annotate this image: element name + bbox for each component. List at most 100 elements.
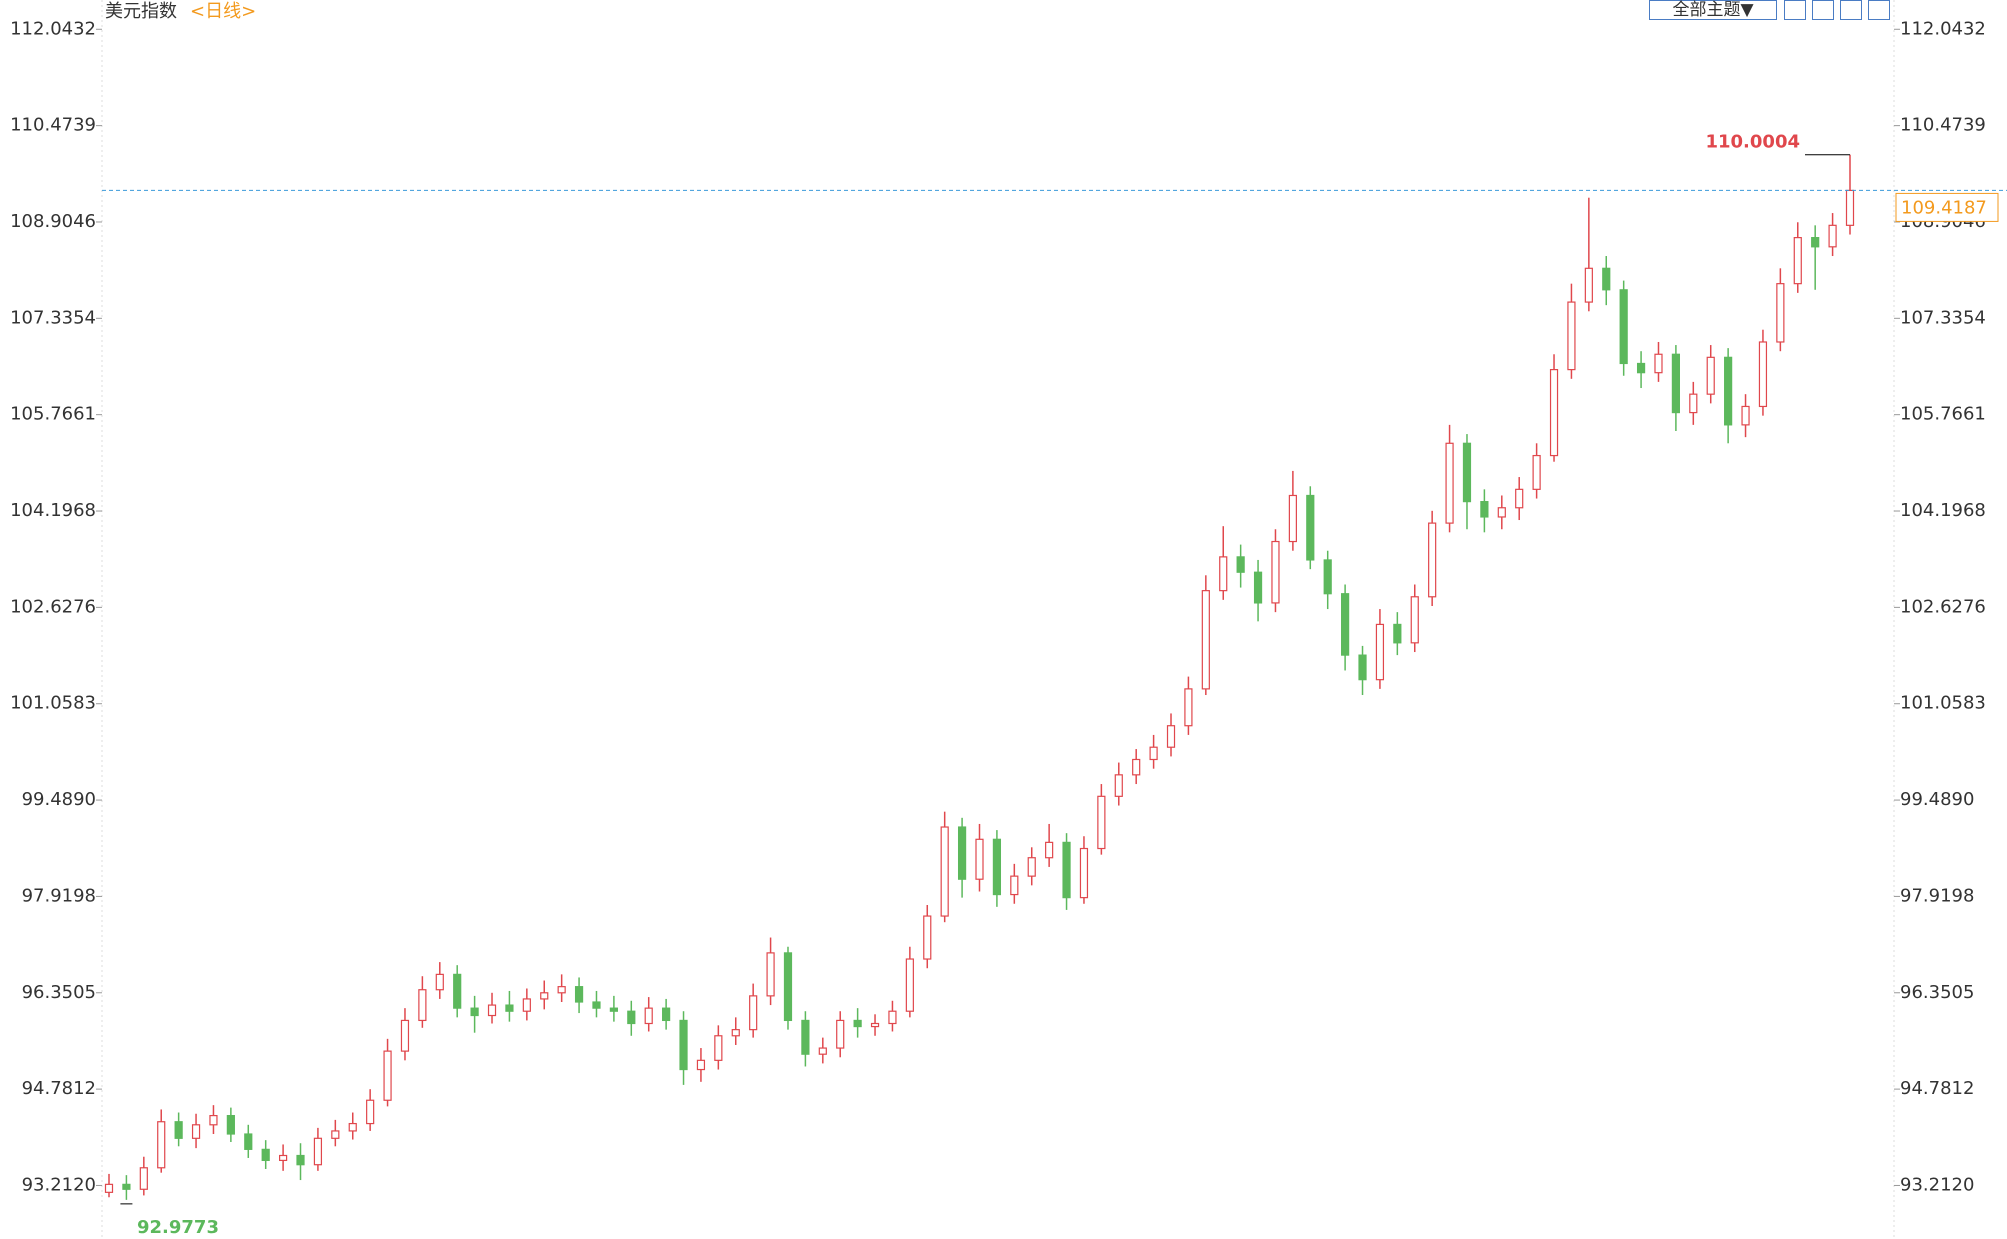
candle-body	[1619, 289, 1628, 365]
tool-icon[interactable]	[1812, 0, 1834, 20]
candle-body	[1845, 189, 1855, 226]
candle-body	[1445, 442, 1454, 524]
candle-body	[679, 1019, 688, 1071]
candle-body	[1811, 237, 1820, 248]
candle-body	[1219, 556, 1228, 592]
y-tick-label: 112.0432	[10, 18, 96, 39]
candle-body	[1480, 501, 1489, 518]
candle-body	[731, 1029, 740, 1037]
candle-body	[1636, 362, 1646, 374]
candle-body	[992, 838, 1002, 896]
y-tick-label: 101.0583	[10, 693, 96, 714]
candle-body	[1253, 571, 1263, 604]
candle-body	[1724, 356, 1733, 426]
candle-body	[592, 1001, 601, 1009]
candle-body	[1062, 841, 1071, 899]
tool-icon[interactable]	[1840, 0, 1862, 20]
tool-icon[interactable]	[1784, 0, 1806, 20]
candle-body	[418, 989, 427, 1022]
candle-body	[574, 986, 584, 1003]
candle-body	[1776, 283, 1785, 343]
candle-body	[435, 973, 444, 991]
y-tick-label: 102.6276	[10, 596, 96, 617]
candle-body	[400, 1019, 410, 1052]
candle-body	[696, 1059, 706, 1071]
candle-body	[505, 1004, 514, 1012]
y2-tick-label: 102.6276	[1900, 596, 1986, 617]
candle-body	[174, 1121, 183, 1139]
candle-body	[1393, 623, 1402, 644]
candle-body	[1288, 494, 1297, 543]
candle-body	[1793, 237, 1802, 285]
candle-body	[836, 1019, 845, 1049]
candle-body	[888, 1010, 897, 1025]
candle-body	[1045, 841, 1054, 859]
candle-body	[313, 1137, 323, 1166]
y-tick-label: 110.4739	[10, 115, 96, 136]
candle-body	[1306, 494, 1315, 561]
candle-body	[209, 1114, 218, 1126]
theme-button[interactable]: 全部主题▼	[1649, 0, 1777, 20]
candle-body	[870, 1022, 880, 1028]
candle-body	[244, 1133, 253, 1150]
candle-body	[1079, 847, 1089, 899]
candle-body	[348, 1122, 357, 1132]
y2-tick-label: 107.3354	[1900, 307, 1986, 328]
candle-body	[279, 1154, 288, 1162]
candle-body	[157, 1121, 166, 1169]
candle-body	[1358, 654, 1367, 681]
candle-body	[818, 1047, 827, 1055]
y2-tick-label: 99.4890	[1900, 789, 1974, 810]
candle-body	[104, 1183, 114, 1193]
candle-body	[627, 1010, 636, 1025]
last-price-box	[1895, 192, 1999, 222]
candle-body	[453, 973, 462, 1009]
candle-body	[1689, 393, 1698, 414]
candle-body	[1236, 556, 1245, 573]
max-label: 110.0004	[1705, 132, 1800, 153]
tool-icon[interactable]	[1868, 0, 1890, 20]
candle-body	[923, 915, 932, 960]
y-tick-label: 93.2120	[22, 1174, 96, 1195]
candle-body	[1341, 593, 1350, 656]
candle-body	[1654, 353, 1663, 374]
y2-tick-label: 96.3505	[1900, 982, 1974, 1003]
candle-body	[1428, 522, 1437, 598]
candle-body	[1515, 488, 1524, 509]
y-tick-label: 105.7661	[10, 404, 96, 425]
candle-body	[261, 1148, 270, 1162]
candle-body	[940, 826, 949, 917]
candle-body	[383, 1050, 392, 1101]
candle-body	[1410, 596, 1419, 644]
candle-body	[749, 995, 758, 1031]
candle-body	[783, 952, 793, 1022]
candle-body	[1706, 356, 1715, 395]
candle-body	[366, 1099, 375, 1125]
y-tick-label: 104.1968	[10, 500, 96, 521]
y2-tick-label: 97.9198	[1900, 885, 1974, 906]
y-tick-label: 94.7812	[22, 1078, 96, 1099]
candle-body	[1097, 795, 1106, 850]
y-tick-label: 99.4890	[22, 789, 96, 810]
candle-body	[1549, 369, 1559, 457]
candle-body	[1149, 746, 1158, 761]
candle-body	[1184, 688, 1193, 727]
y-tick-label: 97.9198	[22, 885, 96, 906]
y2-tick-label: 104.1968	[1900, 500, 1986, 521]
candle-body	[522, 998, 531, 1012]
candle-body	[853, 1019, 862, 1028]
candle-body	[1375, 623, 1385, 681]
candle-body	[957, 826, 967, 880]
candle-body	[1758, 341, 1768, 408]
candle-body	[766, 952, 775, 997]
candle-body	[557, 986, 566, 994]
y2-tick-label: 105.7661	[1900, 404, 1986, 425]
candle-body	[540, 992, 549, 1000]
y2-tick-label: 93.2120	[1900, 1174, 1974, 1195]
candle-body	[1584, 267, 1593, 303]
candle-body	[1567, 301, 1576, 371]
candle-body	[470, 1007, 479, 1017]
candle-body	[1027, 857, 1036, 877]
